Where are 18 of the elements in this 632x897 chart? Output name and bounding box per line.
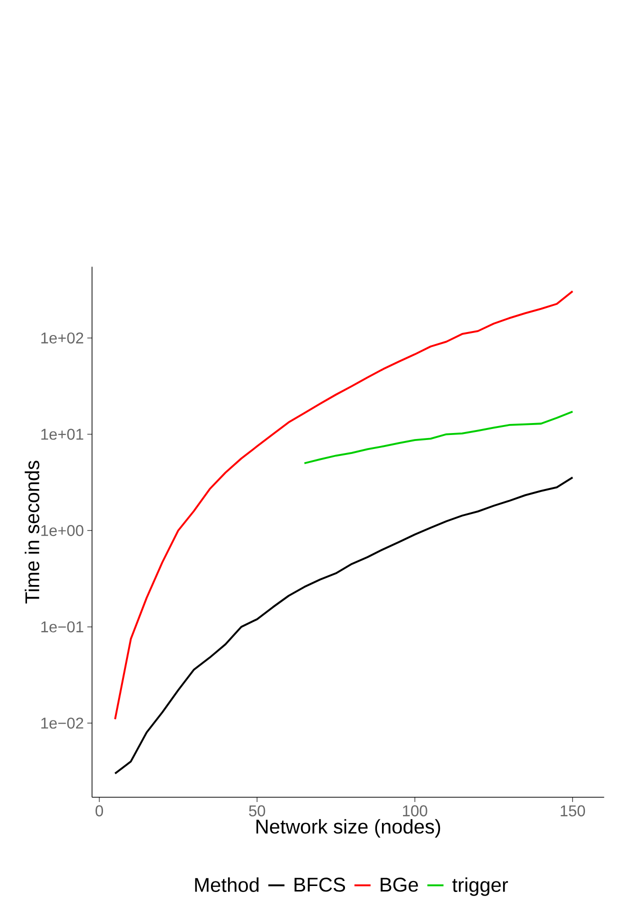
legend-label: BGe (380, 878, 418, 892)
x-tick-label: 0 (96, 805, 104, 816)
legend-label: BFCS (294, 878, 346, 892)
line-series (303, 410, 574, 464)
y-tick-label: 1e+01 (41, 428, 84, 440)
y-tick-label: 1e+02 (41, 332, 84, 344)
line-series (114, 290, 574, 720)
x-tick-label: 50 (249, 805, 266, 816)
legend-label: trigger (452, 877, 508, 896)
x-tick-label: 100 (403, 805, 428, 816)
y-tick-label: 1e−01 (41, 621, 84, 632)
y-tick-label: 1e−02 (41, 718, 84, 729)
x-axis-title: Network size (nodes) (256, 819, 440, 838)
legend-title: Method (195, 877, 259, 892)
y-tick-label: 1e+00 (41, 525, 84, 536)
x-tick-label: 150 (560, 805, 586, 816)
y-axis-title: Time in seconds (24, 460, 40, 604)
line-series (114, 476, 574, 774)
